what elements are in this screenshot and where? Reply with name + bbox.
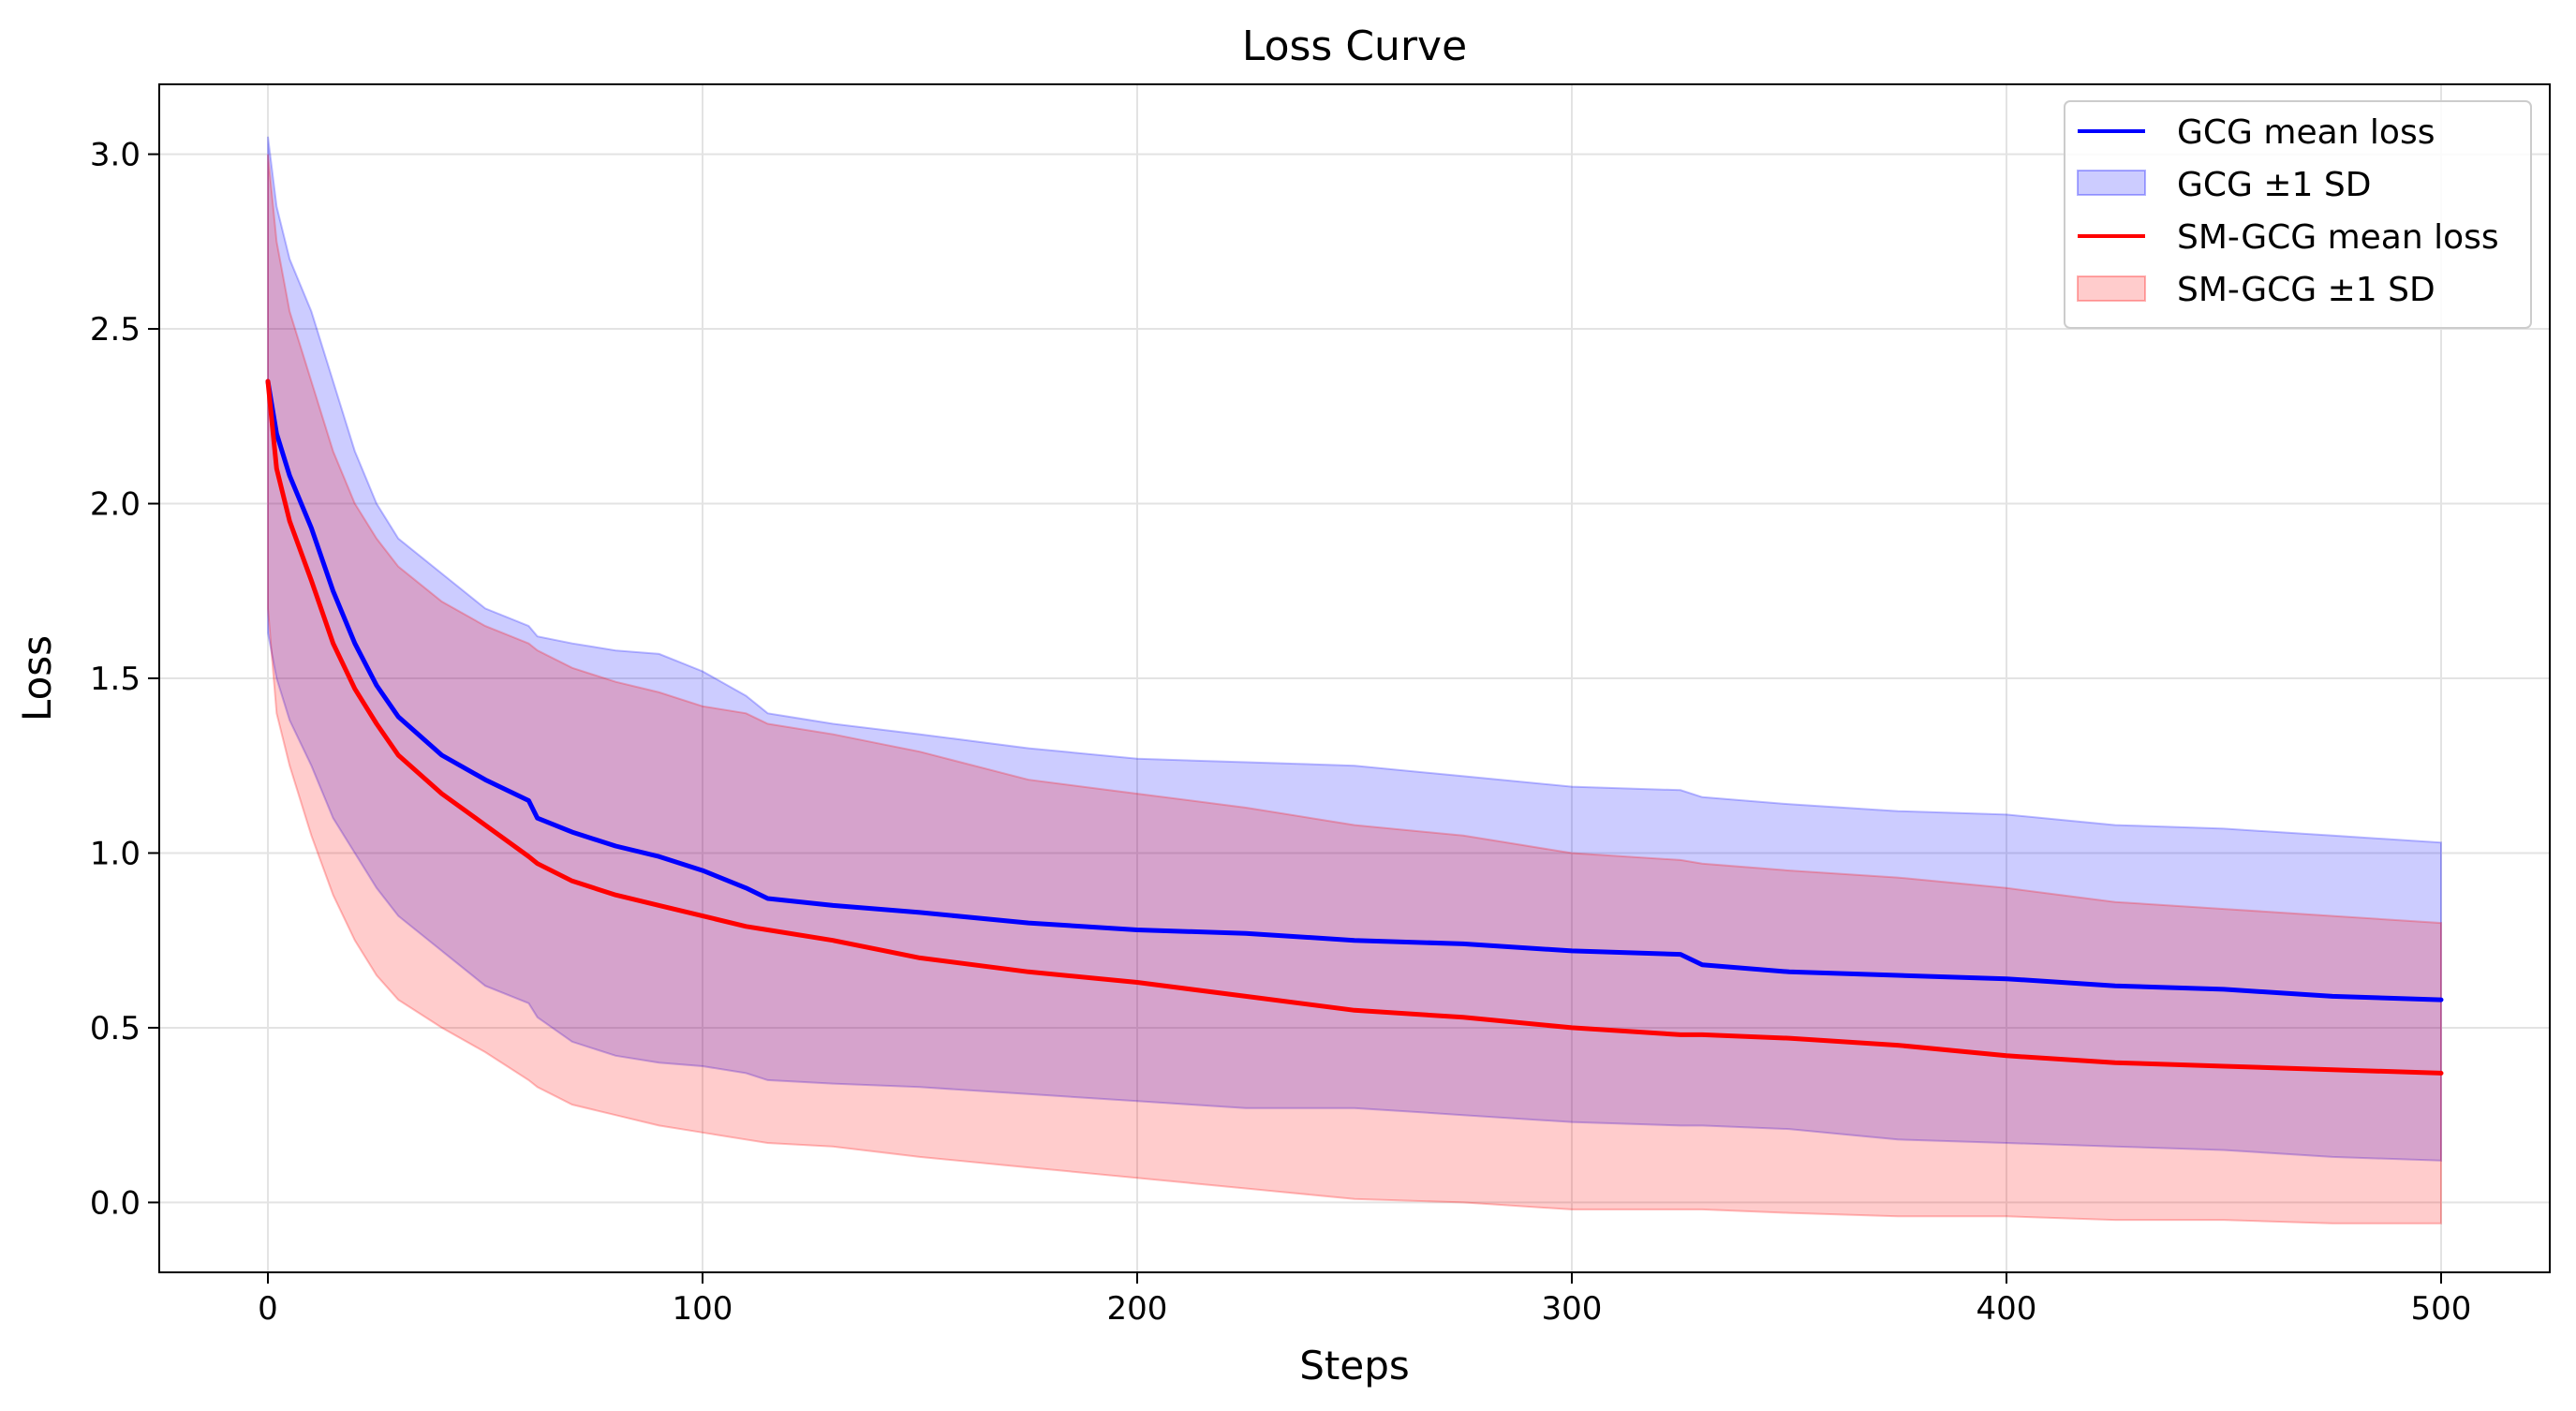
smgcg-mean-line — [265, 379, 2444, 1076]
mean-lines — [265, 379, 2444, 1076]
x-tick-label: 200 — [1107, 1290, 1168, 1328]
x-tick-label: 300 — [1542, 1290, 1603, 1328]
legend-box — [2064, 100, 2532, 329]
grid — [159, 84, 2550, 1272]
legend: GCG mean loss GCG ±1 SD SM-GCG mean loss… — [2064, 100, 2532, 329]
x-tick-label: 0 — [258, 1290, 278, 1328]
x-axis-ticks: 0 100 200 300 400 500 — [258, 1272, 2471, 1328]
chart-title: Loss Curve — [1242, 22, 1467, 70]
x-tick-label: 500 — [2411, 1290, 2472, 1328]
smgcg-sd-band — [267, 154, 2442, 1225]
legend-gcg-band-label: GCG ±1 SD — [2177, 166, 2371, 204]
legend-gcg-mean-label: GCG mean loss — [2177, 113, 2435, 152]
legend-smgcg-band-label: SM-GCG ±1 SD — [2177, 271, 2435, 309]
legend-smgcg-mean-label: SM-GCG mean loss — [2177, 218, 2499, 257]
x-tick-label: 100 — [673, 1290, 733, 1328]
y-axis-label: Loss — [14, 635, 60, 721]
x-tick-label: 400 — [1976, 1290, 2037, 1328]
legend-smgcg-band-swatch — [2077, 275, 2146, 302]
y-axis-ticks: 0.0 0.5 1.0 1.5 2.0 2.5 3.0 — [90, 137, 159, 1222]
x-axis-label: Steps — [1299, 1343, 1410, 1389]
y-tick-label: 2.5 — [90, 311, 141, 349]
y-tick-label: 3.0 — [90, 137, 141, 174]
legend-gcg-band-swatch — [2077, 170, 2146, 196]
y-tick-label: 1.5 — [90, 661, 141, 698]
y-tick-label: 0.5 — [90, 1010, 141, 1047]
y-tick-label: 2.0 — [90, 486, 141, 524]
y-tick-label: 0.0 — [90, 1184, 141, 1222]
gcg-mean-line — [265, 379, 2444, 1003]
y-tick-label: 1.0 — [90, 835, 141, 872]
